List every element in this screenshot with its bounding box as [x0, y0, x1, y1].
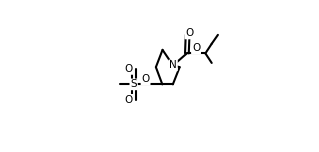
Text: O: O: [192, 43, 200, 54]
Text: O: O: [125, 95, 133, 105]
Text: N: N: [169, 60, 177, 70]
Text: O: O: [141, 74, 150, 85]
Text: O: O: [125, 64, 133, 74]
Text: O: O: [185, 28, 194, 38]
Text: S: S: [130, 79, 137, 89]
